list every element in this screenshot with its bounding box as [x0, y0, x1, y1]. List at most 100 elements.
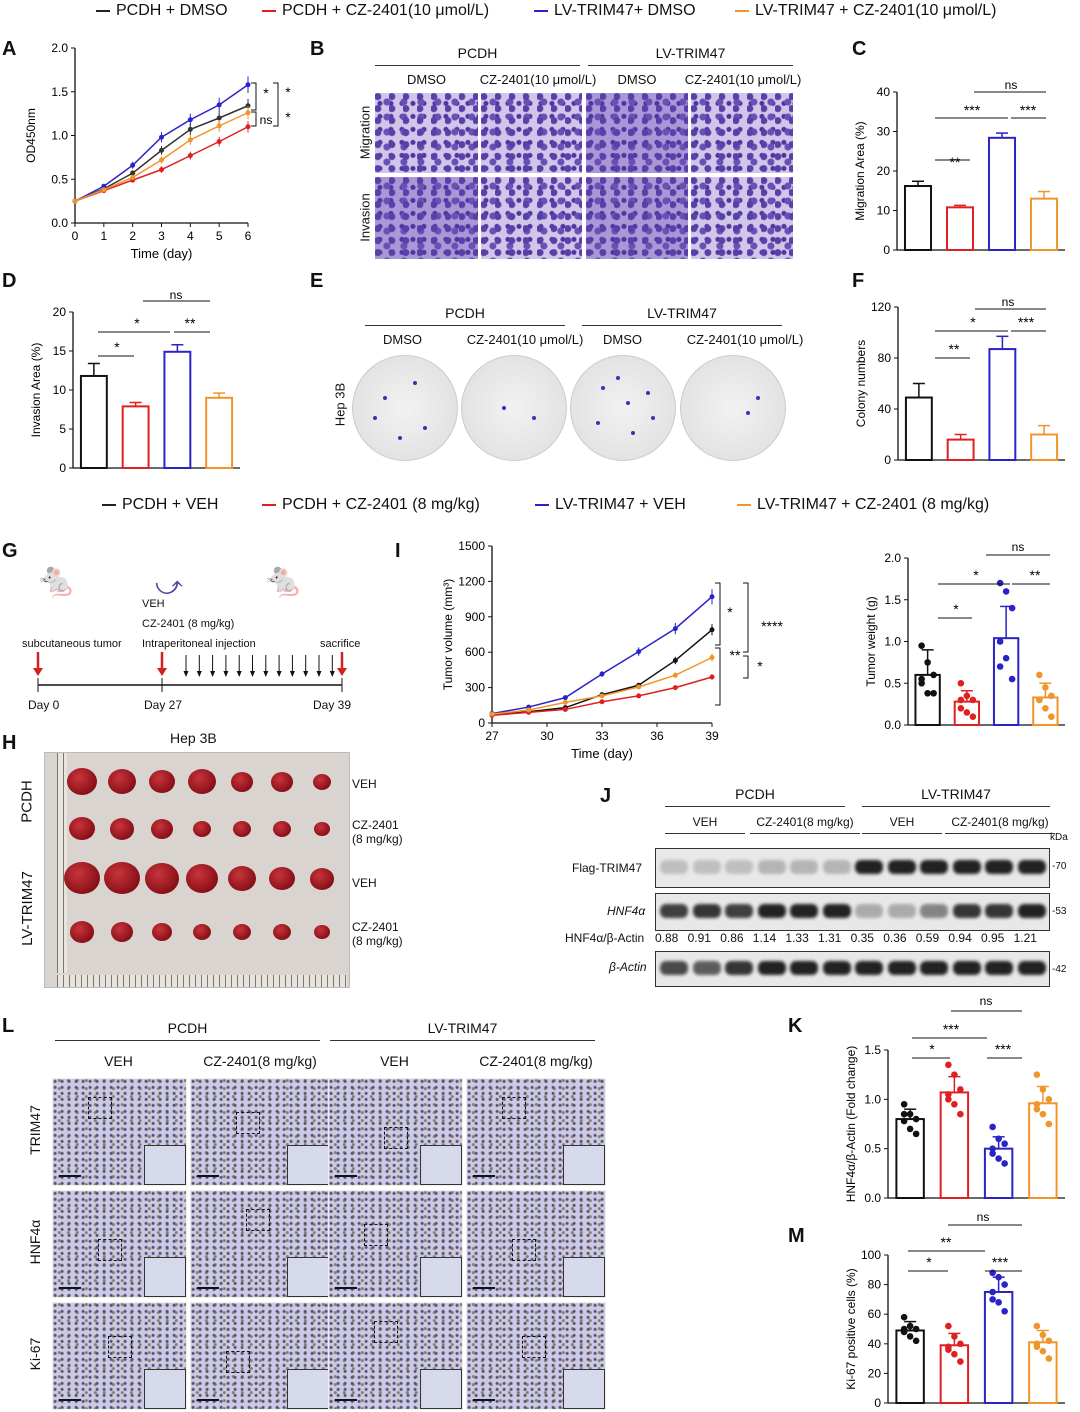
blot-flag-trim47 — [655, 848, 1050, 888]
b-col: DMSO — [617, 72, 657, 87]
tumor — [313, 774, 331, 791]
significance-label: *** — [943, 1021, 960, 1037]
data-dot — [1039, 1347, 1047, 1355]
y-tick-label: 1200 — [458, 574, 485, 588]
scale-bar — [335, 1175, 357, 1177]
data-dot — [900, 1100, 908, 1108]
b-group-lv: LV-TRIM47 — [588, 45, 793, 66]
blot-band — [757, 961, 786, 975]
significance-label: ns — [980, 994, 993, 1008]
data-dot — [969, 713, 977, 720]
data-point — [245, 103, 251, 109]
y-tick-label: 5 — [59, 422, 66, 436]
blot-band — [887, 904, 916, 918]
l-col: CZ-2401(8 mg/kg) — [479, 1053, 593, 1069]
injection-arrowhead — [210, 671, 216, 677]
data-dot — [957, 1110, 964, 1118]
y-tick-label: 30 — [877, 125, 891, 139]
tumor — [271, 772, 293, 792]
h-row: CZ-2401 (8 mg/kg) — [352, 920, 403, 948]
j-row: HNF4α — [607, 904, 646, 918]
y-axis-label: HNF4α/β-Actin (Fold change) — [844, 1046, 858, 1203]
inset-image — [144, 1369, 186, 1409]
data-dot — [906, 1125, 914, 1133]
data-point — [130, 162, 136, 168]
blot-band — [952, 860, 981, 874]
tumor — [151, 819, 173, 839]
ratio-value: 0.91 — [687, 931, 711, 945]
x-tick-label: 33 — [595, 729, 609, 743]
y-tick-label: 40 — [868, 1337, 882, 1351]
y-tick-label: 0 — [478, 716, 485, 730]
y-tick-label: 0.5 — [51, 172, 68, 186]
data-point — [672, 657, 678, 663]
significance-bracket — [743, 655, 749, 679]
colony-plate — [461, 355, 567, 461]
data-dot — [1001, 1307, 1008, 1315]
data-dot — [951, 1333, 958, 1340]
b-col: DMSO — [407, 72, 446, 87]
tumor — [273, 821, 291, 838]
scale-bar — [59, 1175, 81, 1177]
scale-bar — [197, 1175, 219, 1177]
bar — [983, 1291, 1014, 1404]
tumor — [111, 922, 133, 942]
j-group: LV-TRIM47 — [862, 786, 1050, 807]
panel-label-i: I — [395, 540, 401, 562]
j-kda: kDa — [1050, 832, 1068, 843]
data-dot — [963, 692, 971, 700]
significance-label: **** — [761, 618, 783, 634]
j-sub: VEH — [665, 815, 745, 834]
bar — [121, 405, 150, 470]
y-tick-label: 100 — [861, 1248, 881, 1262]
y-tick-label: 80 — [868, 1278, 882, 1292]
zoom-region-box — [364, 1224, 388, 1246]
zoom-region-box — [522, 1336, 546, 1358]
data-dot — [1033, 1322, 1041, 1330]
inset-image — [563, 1145, 605, 1185]
y-tick-label: 1.0 — [884, 635, 901, 649]
data-dot — [957, 1358, 964, 1365]
blot-band — [790, 860, 818, 874]
data-point — [599, 693, 605, 699]
legend-item: LV-TRIM47 + CZ-2401 (8 mg/kg) — [737, 496, 989, 514]
tumor — [149, 770, 175, 794]
blot-band — [822, 904, 851, 918]
inset-image — [420, 1145, 462, 1185]
data-dot — [918, 642, 925, 649]
j-sub: CZ-2401(8 mg/kg) — [945, 815, 1055, 834]
ratio-value: 0.95 — [981, 931, 1005, 945]
significance-label: ** — [730, 647, 741, 663]
ratio-value: 1.31 — [818, 931, 842, 945]
series-line — [74, 84, 249, 202]
blot-band — [757, 860, 786, 874]
j-row: β-Actin — [609, 960, 647, 974]
significance-label: ns — [1012, 540, 1025, 554]
h-row: CZ-2401 (8 mg/kg) — [352, 818, 403, 846]
blot-band — [1017, 860, 1046, 874]
e-col: DMSO — [383, 332, 422, 347]
zoom-region-box — [374, 1321, 398, 1343]
y-tick-label: 0.5 — [864, 1142, 881, 1156]
h-row: VEH — [352, 777, 377, 791]
zoom-region-box — [246, 1209, 270, 1231]
significance-label: ** — [185, 315, 196, 331]
scale-bar — [473, 1175, 495, 1177]
g-event: Intraperitoneal injection — [142, 638, 256, 650]
legend-label: LV-TRIM47 + VEH — [555, 496, 686, 513]
y-axis-label: Tumor weight (g) — [864, 596, 878, 686]
data-point — [187, 126, 193, 132]
blot-band — [725, 860, 753, 874]
panel-label-j: J — [600, 785, 612, 807]
data-dot — [1008, 675, 1016, 683]
ratio-value: 1.33 — [785, 931, 809, 945]
blot-band — [985, 961, 1013, 975]
data-point — [489, 711, 495, 717]
data-point — [672, 672, 678, 678]
data-point — [562, 695, 568, 701]
ratio-value: 0.88 — [655, 931, 679, 945]
blot-band — [855, 904, 883, 918]
ihc-image — [190, 1190, 330, 1298]
bar — [903, 185, 933, 251]
